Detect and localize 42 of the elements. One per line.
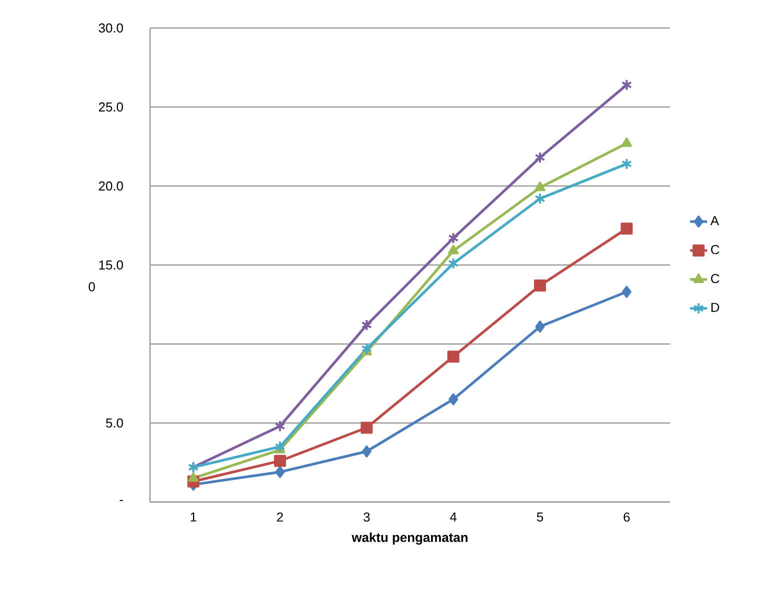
point <box>188 472 199 482</box>
x-tick-label: 2 <box>277 512 283 522</box>
point <box>274 454 286 467</box>
y-tick-label: 5.0 <box>106 418 123 428</box>
point <box>447 350 460 363</box>
legend-label: D <box>711 302 720 312</box>
point <box>362 445 372 458</box>
point <box>534 192 546 205</box>
x-tick-label: 3 <box>364 512 370 522</box>
x-axis-title: waktu pengamatan <box>352 532 468 545</box>
y-tick-label: 25.0 <box>98 102 123 112</box>
point <box>535 320 545 333</box>
point <box>448 393 458 406</box>
point <box>534 152 546 164</box>
legend-label: A <box>710 216 719 226</box>
point <box>274 420 286 432</box>
point <box>360 422 373 434</box>
point <box>448 244 459 254</box>
y-tick-label: 15.0 <box>99 260 123 270</box>
point <box>621 158 632 170</box>
y-tick-label: 30.0 <box>98 23 123 33</box>
point <box>621 78 632 91</box>
x-tick-label: 4 <box>450 512 457 522</box>
point <box>448 257 459 270</box>
point <box>448 232 459 244</box>
point <box>274 440 286 453</box>
x-tick-label: 1 <box>190 512 196 522</box>
y-tick-label: - <box>120 500 123 502</box>
text: 0 <box>88 282 95 292</box>
point <box>361 319 372 332</box>
point <box>361 342 372 355</box>
legend-label: C <box>711 245 720 254</box>
point <box>534 280 546 292</box>
point <box>275 466 285 478</box>
x-tick-label: 5 <box>536 512 544 522</box>
point <box>621 137 632 147</box>
legend-label: C <box>711 274 720 284</box>
y-tick-label: 20.0 <box>98 181 123 191</box>
x-tick-label: 6 <box>624 512 630 522</box>
point <box>622 286 632 298</box>
point <box>620 222 633 235</box>
point <box>534 182 546 192</box>
